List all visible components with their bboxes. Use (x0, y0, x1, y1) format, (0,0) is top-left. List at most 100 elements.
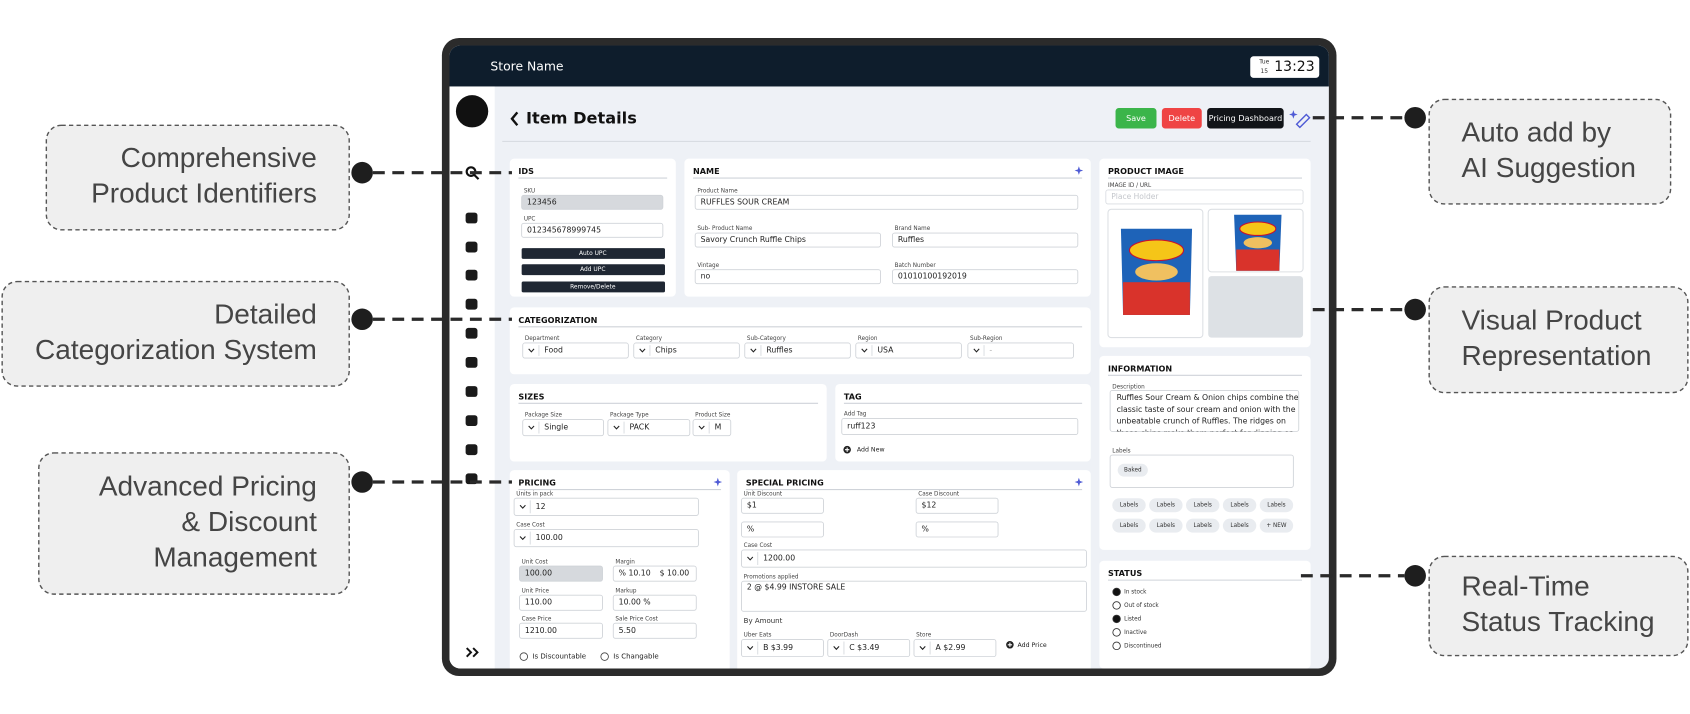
input-value[interactable]: $12 (922, 501, 937, 510)
nav-icon[interactable] (465, 357, 478, 368)
input[interactable] (741, 580, 1087, 612)
label-chip[interactable] (1259, 518, 1294, 533)
label-chip[interactable] (1112, 498, 1146, 513)
label-chip[interactable] (1222, 518, 1257, 533)
input[interactable] (692, 419, 732, 437)
radio-label[interactable]: Out of stock (1124, 603, 1159, 609)
button[interactable] (1115, 108, 1157, 129)
button[interactable] (521, 281, 666, 293)
radio[interactable] (1112, 587, 1121, 597)
label-chip[interactable] (1149, 498, 1183, 513)
nav-icon[interactable] (465, 241, 478, 253)
input-value[interactable]: % (922, 524, 929, 533)
button-label[interactable]: Save (1126, 113, 1146, 123)
input-value[interactable]: USA (877, 346, 894, 355)
input-value[interactable]: 110.00 (525, 598, 552, 607)
input-value[interactable]: RUFFLES SOUR CREAM (701, 197, 790, 206)
label-chip[interactable] (1186, 498, 1220, 513)
input-value[interactable]: Chips (655, 346, 676, 355)
button[interactable] (521, 248, 666, 259)
image-tile-empty[interactable] (1208, 276, 1304, 338)
button-label[interactable]: Pricing Dashboard (1209, 113, 1283, 123)
expand-icon[interactable] (466, 647, 479, 658)
input[interactable] (522, 342, 629, 359)
input[interactable] (519, 594, 603, 611)
input-value[interactable]: 5.50 (619, 626, 636, 635)
input[interactable] (915, 521, 999, 538)
radio[interactable] (1112, 628, 1121, 637)
input[interactable] (522, 419, 605, 437)
input[interactable] (513, 529, 699, 548)
input[interactable] (741, 497, 824, 514)
input-value[interactable]: 1210.00 (525, 626, 557, 635)
label-chip-text[interactable]: Labels (1230, 503, 1248, 509)
input-placeholder[interactable]: Place Holder (1111, 192, 1159, 201)
input[interactable] (694, 232, 881, 248)
input[interactable] (741, 638, 824, 658)
textarea[interactable] (1109, 389, 1300, 432)
label-chip[interactable] (1222, 498, 1257, 513)
input[interactable] (612, 594, 697, 611)
input-value[interactable]: Ruffles (898, 235, 924, 244)
input[interactable] (915, 497, 999, 514)
button-label[interactable]: Delete (1169, 113, 1196, 123)
input-value[interactable]: no (701, 272, 711, 281)
checkbox[interactable] (519, 652, 529, 661)
label-chip[interactable] (1186, 518, 1220, 533)
input-value[interactable]: M (715, 423, 722, 432)
input[interactable] (694, 269, 881, 285)
input-value[interactable]: 100.00 (536, 533, 563, 542)
input[interactable] (633, 342, 740, 359)
button-label[interactable]: Add UPC (580, 267, 605, 273)
input-value[interactable]: ruff123 (847, 422, 875, 431)
input[interactable] (741, 521, 824, 538)
input[interactable] (521, 194, 664, 210)
input[interactable] (612, 565, 697, 582)
radio-label[interactable]: Discontinued (1124, 643, 1162, 649)
input-value[interactable]: % 10.10 (619, 569, 651, 578)
link-text[interactable]: Add New (857, 447, 885, 454)
input-value[interactable]: 12 (536, 502, 546, 511)
input[interactable] (891, 269, 1079, 285)
nav-icon[interactable] (465, 386, 478, 397)
ai-edit-icon[interactable] (1295, 113, 1311, 129)
back-icon[interactable] (510, 111, 519, 127)
input-value[interactable]: 012345678999745 (527, 225, 601, 234)
label-chip-text[interactable]: Labels (1120, 503, 1138, 509)
radio[interactable] (1112, 601, 1121, 610)
nav-icon[interactable] (465, 444, 478, 456)
input-value[interactable]: 100.00 (525, 569, 552, 578)
label-chip-text[interactable]: Labels (1120, 523, 1138, 529)
input-value[interactable]: - (989, 346, 992, 355)
checkbox-label[interactable]: Is Changable (613, 653, 658, 661)
input[interactable] (967, 342, 1074, 359)
nav-icon[interactable] (465, 269, 478, 281)
label-chip-text[interactable]: Labels (1194, 503, 1212, 509)
label-chip-text[interactable]: Labels (1157, 503, 1175, 509)
input-value[interactable]: Ruffles (766, 346, 792, 355)
button[interactable] (1161, 108, 1202, 129)
label-chip-text[interactable]: Labels (1194, 523, 1212, 529)
label-chip-text[interactable]: Labels (1157, 523, 1175, 529)
input-value[interactable]: 1200.00 (763, 554, 795, 563)
label-chip-text[interactable]: Labels (1267, 503, 1285, 509)
input[interactable] (519, 622, 603, 639)
input-value[interactable]: 123456 (527, 197, 557, 206)
input[interactable] (741, 549, 1087, 568)
checkbox-label[interactable]: Is Discountable (532, 653, 586, 661)
nav-icon[interactable] (465, 327, 478, 339)
input[interactable] (607, 419, 691, 437)
input[interactable] (513, 497, 699, 516)
input[interactable] (744, 342, 851, 359)
nav-icon[interactable] (465, 298, 478, 310)
button-label[interactable]: Remove/Delete (570, 284, 616, 290)
input[interactable] (913, 638, 997, 658)
input-value[interactable]: $1 (747, 501, 757, 510)
input[interactable] (519, 565, 603, 582)
label-chip[interactable] (1112, 518, 1146, 533)
input-value[interactable]: % (747, 524, 754, 533)
input[interactable] (694, 194, 1079, 210)
input[interactable] (521, 222, 664, 238)
label-chip-text[interactable]: + NEW (1266, 523, 1286, 529)
button[interactable] (521, 264, 666, 276)
